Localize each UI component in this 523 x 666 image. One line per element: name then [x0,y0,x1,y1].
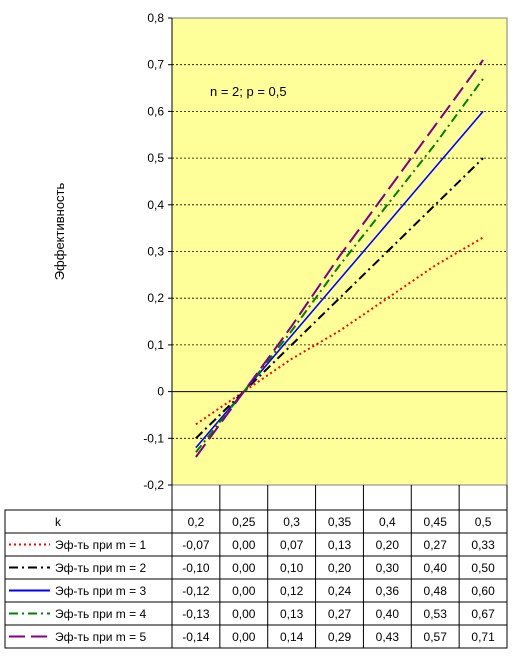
data-label: 0,00 [232,584,256,598]
series-line-m1 [195,236,484,426]
y-tick-label: 0,5 [147,151,164,165]
y-tick-label: 0,7 [147,58,164,72]
data-label: -0,12 [182,584,210,598]
x-tick-label: 0,35 [328,515,352,529]
data-label: 0,14 [280,630,304,644]
y-tick-label: 0,1 [147,338,164,352]
data-label: 0,24 [328,584,352,598]
data-label: 0,20 [376,538,400,552]
y-tick-label: 0,6 [147,104,164,118]
y-tick-label: -0,2 [143,478,164,492]
data-label: 0,27 [424,538,448,552]
data-label: -0,07 [182,538,210,552]
legend-label: Эф-ть при m = 2 [55,561,146,575]
data-label: 0,60 [471,584,495,598]
y-tick-label: 0,2 [147,291,164,305]
data-label: 0,27 [328,607,352,621]
y-tick-label: 0,3 [147,245,164,259]
x-tick-label: 0,3 [283,515,300,529]
y-tick-label: 0 [157,385,164,399]
legend-label: Эф-ть при m = 4 [55,607,146,621]
data-label: 0,10 [280,561,304,575]
data-label: 0,40 [424,561,448,575]
data-label: 0,40 [376,607,400,621]
data-label: 0,67 [471,607,495,621]
data-label: 0,07 [280,538,304,552]
data-label: 0,12 [280,584,304,598]
data-label: 0,13 [328,538,352,552]
data-label: 0,50 [471,561,495,575]
data-label: 0,36 [376,584,400,598]
data-label: 0,00 [232,561,256,575]
x-tick-label: 0,5 [475,515,492,529]
series-line-m5 [195,59,484,458]
y-tick-label: 0,8 [147,11,164,25]
data-label: 0,13 [280,607,304,621]
legend-label: Эф-ть при m = 3 [55,584,146,598]
data-label: 0,29 [328,630,352,644]
data-label: 0,33 [471,538,495,552]
legend-label: Эф-ть при m = 1 [55,538,146,552]
data-label: 0,57 [424,630,448,644]
data-label: 0,71 [471,630,495,644]
data-label: 0,43 [376,630,400,644]
y-axis-label: Эффективность [52,182,67,280]
y-tick-label: -0,1 [143,431,164,445]
chart-annotation: n = 2; p = 0,5 [210,84,287,99]
data-label: 0,20 [328,561,352,575]
data-label: 0,00 [232,607,256,621]
x-tick-label: 0,25 [232,515,256,529]
data-label: 0,00 [232,538,256,552]
data-label: -0,13 [182,607,210,621]
x-tick-label: 0,4 [379,515,396,529]
table-header-k: k [55,515,62,529]
data-label: -0,14 [182,630,210,644]
data-label: 0,48 [424,584,448,598]
x-tick-label: 0,2 [188,515,205,529]
data-label: 0,30 [376,561,400,575]
data-label: 0,53 [424,607,448,621]
data-label: -0,10 [182,561,210,575]
data-label: 0,00 [232,630,256,644]
legend-label: Эф-ть при m = 5 [55,630,146,644]
y-tick-label: 0,4 [147,198,164,212]
x-tick-label: 0,45 [424,515,448,529]
